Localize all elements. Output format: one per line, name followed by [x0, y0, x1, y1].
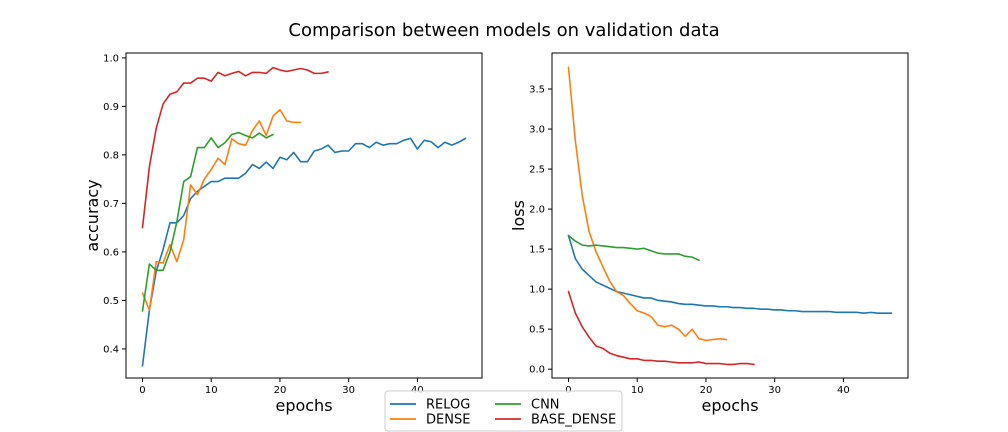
loss-y-tick-label: 3.0	[529, 125, 545, 136]
loss-y-tick-label: 1.0	[529, 285, 545, 296]
accuracy-y-tick-label: 0.7	[103, 199, 119, 210]
loss-y-tick-label: 0.0	[529, 365, 545, 376]
accuracy-y-tick-label: 0.9	[103, 102, 119, 113]
loss-series-base-dense	[567, 290, 755, 366]
accuracy-series-dense	[141, 108, 302, 311]
accuracy-x-tick-label: 10	[205, 385, 218, 396]
loss-series-dense	[567, 66, 728, 342]
legend-label-relog: RELOG	[426, 398, 470, 413]
accuracy-x-axis-label: epochs	[275, 396, 332, 415]
loss-y-tick-label: 3.5	[529, 85, 545, 96]
loss-plot-frame	[551, 52, 909, 379]
accuracy-x-tick-label: 30	[342, 385, 355, 396]
loss-chart: 0102030400.00.51.01.52.02.53.03.5epochsl…	[509, 52, 909, 415]
loss-y-tick-label: 2.0	[529, 205, 545, 216]
accuracy-series-cnn	[141, 131, 274, 312]
accuracy-chart: 0102030400.40.50.60.70.80.91.0epochsaccu…	[83, 52, 483, 415]
accuracy-y-tick-label: 0.6	[103, 247, 119, 258]
loss-y-tick-label: 0.5	[529, 325, 545, 336]
loss-y-tick-label: 1.5	[529, 245, 545, 256]
loss-series-relog	[567, 234, 893, 314]
accuracy-y-tick-label: 0.5	[103, 296, 119, 307]
loss-x-tick-label: 10	[631, 385, 644, 396]
loss-y-tick-label: 2.5	[529, 165, 545, 176]
accuracy-y-tick-label: 0.4	[103, 344, 119, 355]
legend-label-dense: DENSE	[426, 413, 470, 428]
legend-label-base-dense: BASE_DENSE	[531, 413, 616, 428]
accuracy-x-tick-label: 20	[274, 385, 287, 396]
legend-box	[384, 390, 623, 432]
loss-x-tick-label: 20	[700, 385, 713, 396]
loss-x-axis-label: epochs	[701, 396, 758, 415]
loss-x-tick-label: 30	[768, 385, 781, 396]
accuracy-series-base-dense	[141, 66, 329, 229]
loss-x-tick-label: 40	[837, 385, 850, 396]
figure-title: Comparison between models on validation …	[288, 20, 719, 41]
accuracy-y-tick-label: 0.8	[103, 150, 119, 161]
accuracy-x-tick-label: 0	[139, 385, 145, 396]
legend-label-cnn: CNN	[531, 398, 560, 413]
accuracy-plot-frame	[125, 52, 483, 379]
loss-series-cnn	[567, 234, 700, 262]
accuracy-y-tick-label: 1.0	[103, 53, 119, 64]
loss-y-axis-label: loss	[509, 200, 528, 231]
accuracy-y-axis-label: accuracy	[83, 179, 102, 251]
